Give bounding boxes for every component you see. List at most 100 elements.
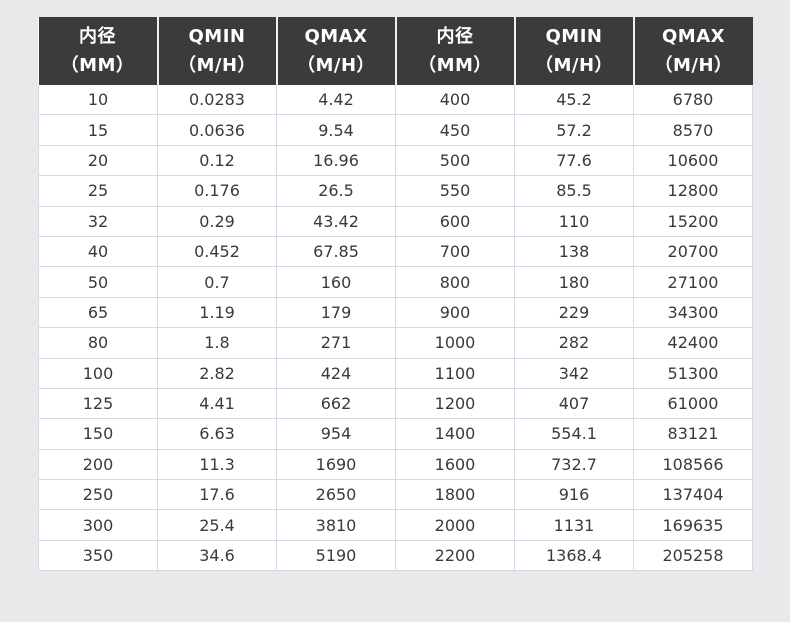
cell-qmin: 6.63 xyxy=(157,418,277,450)
cell-inner-diameter: 1800 xyxy=(395,479,515,511)
cell-inner-diameter: 100 xyxy=(38,357,158,389)
cell-qmax: 3810 xyxy=(276,509,396,541)
cell-qmin: 1368.4 xyxy=(514,539,634,572)
table-row: 80 1.8 271 1000 282 42400 xyxy=(38,327,753,359)
cell-qmin: 138 xyxy=(514,235,634,268)
cell-inner-diameter: 600 xyxy=(395,205,515,237)
cell-inner-diameter: 450 xyxy=(395,114,515,146)
cell-inner-diameter: 40 xyxy=(38,235,158,268)
table-row: 250 17.6 2650 1800 916 137404 xyxy=(38,479,753,511)
cell-qmin: 0.452 xyxy=(157,235,277,268)
cell-qmin: 342 xyxy=(514,357,634,389)
cell-qmax: 954 xyxy=(276,418,396,450)
cell-inner-diameter: 250 xyxy=(38,479,158,511)
cell-qmax: 169635 xyxy=(633,509,753,541)
table-row: 200 11.3 1690 1600 732.7 108566 xyxy=(38,448,753,481)
table-row: 32 0.29 43.42 600 110 15200 xyxy=(38,205,753,237)
cell-inner-diameter: 1400 xyxy=(395,418,515,450)
cell-qmin: 282 xyxy=(514,327,634,359)
header-label: QMAX xyxy=(661,26,726,47)
cell-qmin: 11.3 xyxy=(157,448,277,481)
cell-qmin: 34.6 xyxy=(157,539,277,572)
cell-qmin: 17.6 xyxy=(157,479,277,511)
cell-qmax: 662 xyxy=(276,387,396,420)
cell-inner-diameter: 25 xyxy=(38,175,158,207)
cell-qmax: 26.5 xyxy=(276,175,396,207)
cell-qmin: 1.19 xyxy=(157,296,277,329)
flow-range-table: 内径 （MM） QMIN （M/H） QMAX （M/H） 内径 （MM） QM… xyxy=(38,17,753,572)
cell-qmax: 424 xyxy=(276,357,396,389)
cell-inner-diameter: 20 xyxy=(38,144,158,177)
cell-qmax: 2650 xyxy=(276,479,396,511)
cell-qmax: 205258 xyxy=(633,539,753,572)
cell-inner-diameter: 2200 xyxy=(395,539,515,572)
cell-qmin: 0.0283 xyxy=(157,85,277,116)
cell-qmax: 1690 xyxy=(276,448,396,481)
cell-inner-diameter: 150 xyxy=(38,418,158,450)
table-row: 65 1.19 179 900 229 34300 xyxy=(38,296,753,329)
cell-qmin: 25.4 xyxy=(157,509,277,541)
table-header: 内径 （MM） QMIN （M/H） QMAX （M/H） 内径 （MM） QM… xyxy=(38,17,753,85)
cell-qmin: 0.176 xyxy=(157,175,277,207)
table-body: 10 0.0283 4.42 400 45.2 6780 15 0.0636 9.54 450 57… xyxy=(38,85,753,572)
cell-qmax: 27100 xyxy=(633,266,753,298)
cell-inner-diameter: 32 xyxy=(38,205,158,237)
cell-qmax: 12800 xyxy=(633,175,753,207)
cell-qmin: 0.7 xyxy=(157,266,277,298)
table-row: 150 6.63 954 1400 554.1 83121 xyxy=(38,418,753,450)
cell-inner-diameter: 500 xyxy=(395,144,515,177)
table-row: 100 2.82 424 1100 342 51300 xyxy=(38,357,753,389)
cell-qmin: 732.7 xyxy=(514,448,634,481)
table-row: 125 4.41 662 1200 407 61000 xyxy=(38,387,753,420)
header-unit: （M/H） xyxy=(177,55,257,76)
header-label: QMAX xyxy=(304,26,368,47)
cell-qmin: 2.82 xyxy=(157,357,277,389)
cell-qmin: 4.41 xyxy=(157,387,277,420)
header-unit: （M/H） xyxy=(534,55,614,76)
header-label: QMIN xyxy=(188,26,246,47)
cell-qmax: 16.96 xyxy=(276,144,396,177)
cell-qmax: 34300 xyxy=(633,296,753,329)
cell-qmax: 61000 xyxy=(633,387,753,420)
table-row: 10 0.0283 4.42 400 45.2 6780 xyxy=(38,85,753,116)
cell-qmin: 45.2 xyxy=(514,85,634,116)
header-label: 内径 xyxy=(79,26,116,47)
header-qmin-2: QMIN （M/H） xyxy=(513,17,634,85)
cell-qmax: 160 xyxy=(276,266,396,298)
cell-inner-diameter: 900 xyxy=(395,296,515,329)
cell-qmax: 10600 xyxy=(633,144,753,177)
cell-qmin: 85.5 xyxy=(514,175,634,207)
cell-inner-diameter: 300 xyxy=(38,509,158,541)
cell-qmin: 0.12 xyxy=(157,144,277,177)
cell-qmax: 179 xyxy=(276,296,396,329)
header-unit: （M/H） xyxy=(654,55,733,76)
cell-inner-diameter: 1000 xyxy=(395,327,515,359)
cell-qmax: 4.42 xyxy=(276,85,396,116)
cell-qmax: 42400 xyxy=(633,327,753,359)
cell-inner-diameter: 700 xyxy=(395,235,515,268)
cell-qmax: 20700 xyxy=(633,235,753,268)
cell-inner-diameter: 80 xyxy=(38,327,158,359)
cell-qmin: 77.6 xyxy=(514,144,634,177)
table-row: 20 0.12 16.96 500 77.6 10600 xyxy=(38,144,753,177)
header-unit: （MM） xyxy=(418,55,492,76)
cell-qmin: 407 xyxy=(514,387,634,420)
cell-inner-diameter: 2000 xyxy=(395,509,515,541)
header-inner-diameter-2: 内径 （MM） xyxy=(394,17,515,85)
cell-qmax: 108566 xyxy=(633,448,753,481)
cell-inner-diameter: 65 xyxy=(38,296,158,329)
cell-qmin: 57.2 xyxy=(514,114,634,146)
header-qmin-1: QMIN （M/H） xyxy=(156,17,277,85)
table-row: 50 0.7 160 800 180 27100 xyxy=(38,266,753,298)
cell-qmax: 43.42 xyxy=(276,205,396,237)
cell-qmin: 554.1 xyxy=(514,418,634,450)
cell-inner-diameter: 350 xyxy=(38,539,158,572)
header-qmax-1: QMAX （M/H） xyxy=(275,17,396,85)
cell-qmin: 1.8 xyxy=(157,327,277,359)
cell-qmin: 0.0636 xyxy=(157,114,277,146)
cell-qmin: 0.29 xyxy=(157,205,277,237)
flow-range-table-container: 内径 （MM） QMIN （M/H） QMAX （M/H） 内径 （MM） QM… xyxy=(38,17,753,572)
table-row: 25 0.176 26.5 550 85.5 12800 xyxy=(38,175,753,207)
cell-inner-diameter: 50 xyxy=(38,266,158,298)
cell-qmax: 51300 xyxy=(633,357,753,389)
